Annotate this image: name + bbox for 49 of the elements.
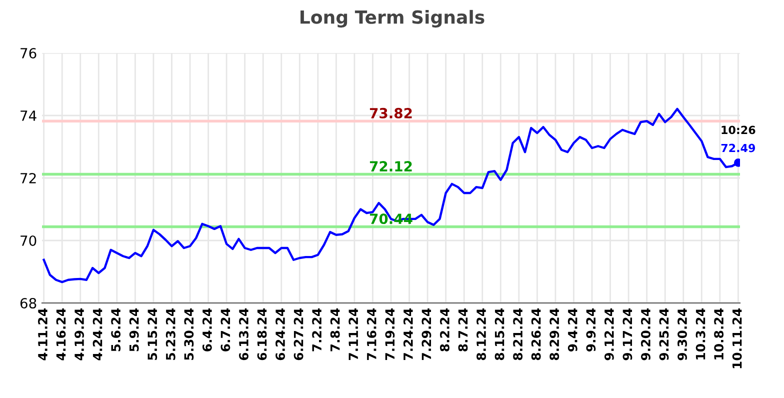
x-tick-label: 9.12.24 xyxy=(604,308,614,360)
x-tick-label: 8.12.24 xyxy=(476,308,486,360)
x-tick-label: 9.9.24 xyxy=(586,308,596,352)
x-tick-label: 6.24.24 xyxy=(276,308,285,360)
x-tick-label: 7.16.24 xyxy=(366,308,376,360)
x-tick-label: 5.30.24 xyxy=(184,308,194,360)
y-tick-label: 76 xyxy=(20,48,36,58)
x-tick-label: 8.2.24 xyxy=(440,308,450,352)
chart-title: Long Term Signals xyxy=(300,10,484,28)
x-tick-label: 7.11.24 xyxy=(348,308,358,360)
x-tick-label: 9.4.24 xyxy=(568,308,578,352)
x-tick-label: 4.16.24 xyxy=(56,308,66,360)
x-tick-label: 6.18.24 xyxy=(257,308,267,360)
x-tick-label: 9.20.24 xyxy=(640,308,650,360)
x-tick-label: 8.29.24 xyxy=(550,308,560,360)
x-tick-label: 7.8.24 xyxy=(330,308,340,352)
x-tick-label: 9.30.24 xyxy=(678,308,687,360)
x-tick-label: 10.8.24 xyxy=(714,308,724,360)
x-tick-label: 8.21.24 xyxy=(513,308,523,360)
ref-line-label: 73.82 xyxy=(370,108,412,118)
x-tick-label: 7.19.24 xyxy=(385,308,395,360)
data-label: 72.49 xyxy=(721,144,756,152)
x-tick-label: 8.26.24 xyxy=(531,308,541,360)
x-tick-label: 5.9.24 xyxy=(129,308,139,352)
x-tick-label: 7.29.24 xyxy=(422,308,432,360)
x-tick-label: 9.17.24 xyxy=(622,308,632,360)
y-tick-label: 72 xyxy=(20,172,36,184)
y-tick-label: 70 xyxy=(20,235,36,246)
x-tick-label: 10.11.24 xyxy=(732,308,742,368)
x-tick-label: 8.15.24 xyxy=(494,308,504,360)
y-tick-label: 68 xyxy=(20,298,36,308)
x-tick-label: 6.13.24 xyxy=(238,308,248,360)
x-tick-label: 6.27.24 xyxy=(294,308,304,360)
x-tick-label: 6.7.24 xyxy=(220,308,230,352)
x-tick-label: 5.15.24 xyxy=(148,308,158,360)
x-tick-label: 5.6.24 xyxy=(111,308,121,352)
ref-line-label: 72.12 xyxy=(370,161,412,172)
annotation: 10:26 xyxy=(722,126,756,134)
x-tick-label: 6.4.24 xyxy=(202,308,212,352)
x-tick-label: 5.23.24 xyxy=(166,308,176,360)
x-tick-label: 4.11.24 xyxy=(38,308,48,360)
x-tick-label: 8.7.24 xyxy=(458,308,468,352)
x-tick-label: 4.24.24 xyxy=(92,308,102,360)
x-tick-label: 10.3.24 xyxy=(696,308,706,360)
x-tick-label: 9.25.24 xyxy=(659,308,669,360)
x-tick-label: 7.2.24 xyxy=(312,308,322,352)
x-tick-label: 7.24.24 xyxy=(403,308,413,360)
x-tick-label: 4.19.24 xyxy=(74,308,84,360)
y-tick-label: 74 xyxy=(20,110,36,121)
